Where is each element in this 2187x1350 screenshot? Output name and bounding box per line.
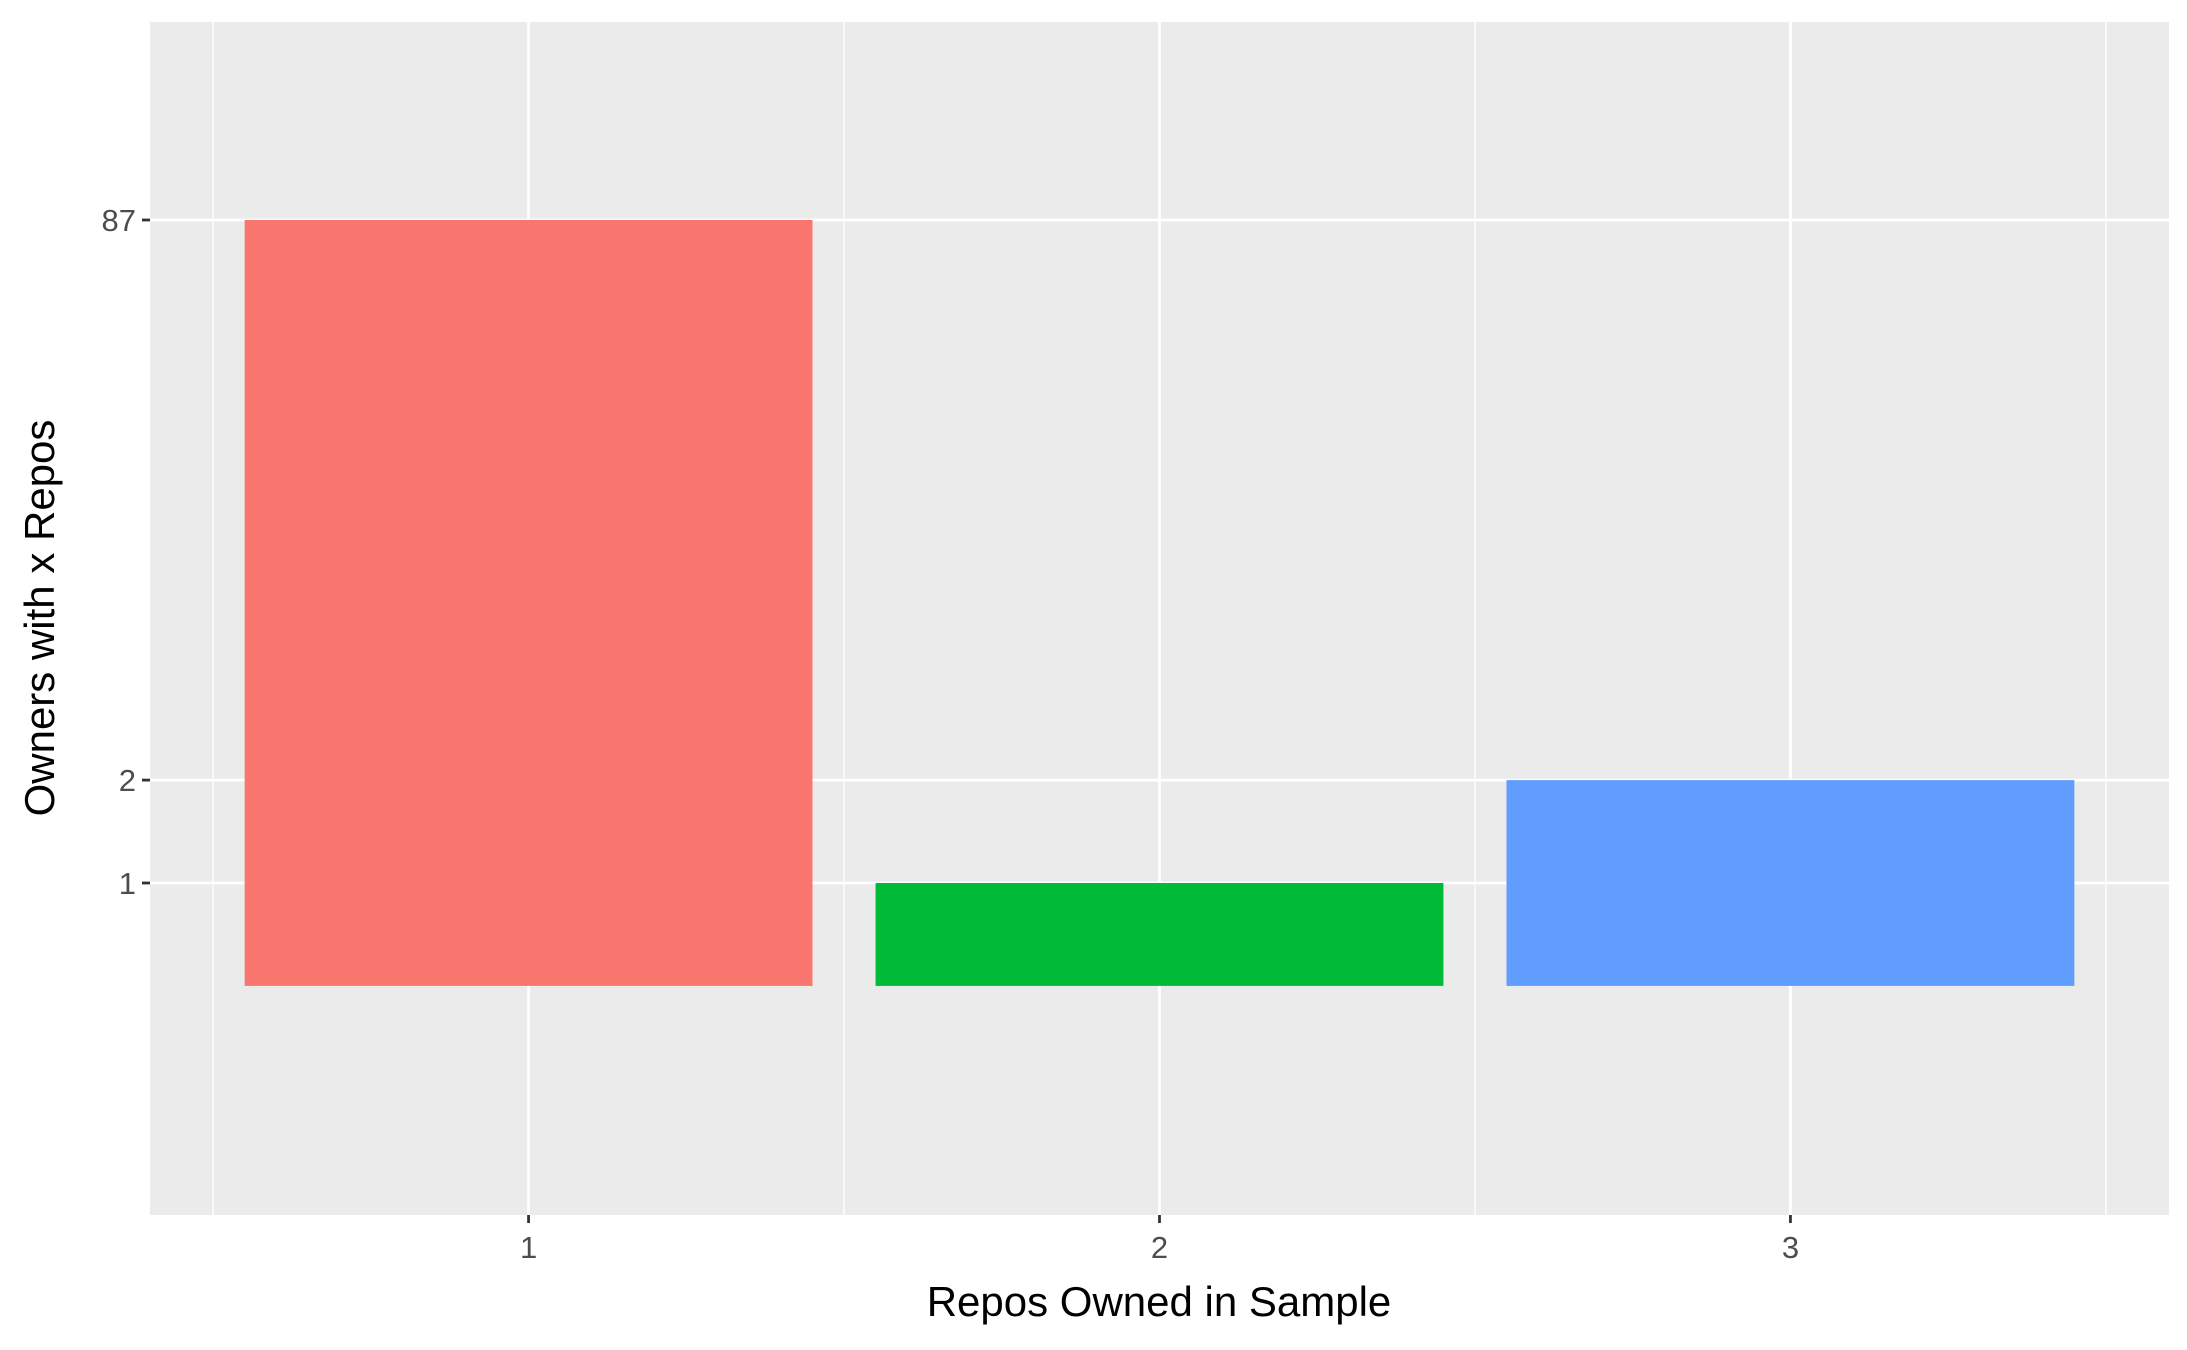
x-tick-label: 2 — [1151, 1230, 1168, 1265]
y-axis-title: Owners with x Repos — [16, 420, 63, 817]
bar-1 — [244, 220, 813, 986]
y-axis: 1 2 87 — [102, 203, 150, 901]
x-axis-title: Repos Owned in Sample — [927, 1278, 1392, 1325]
y-tick-label: 2 — [119, 763, 136, 798]
bars — [244, 220, 2075, 986]
y-tick-label: 1 — [119, 866, 136, 901]
x-axis: 1 2 3 — [520, 1215, 1799, 1265]
bar-3 — [1506, 780, 2075, 986]
y-tick-label: 87 — [102, 203, 136, 238]
x-tick-label: 1 — [520, 1230, 537, 1265]
x-tick-label: 3 — [1782, 1230, 1799, 1265]
bar-2 — [875, 883, 1444, 986]
